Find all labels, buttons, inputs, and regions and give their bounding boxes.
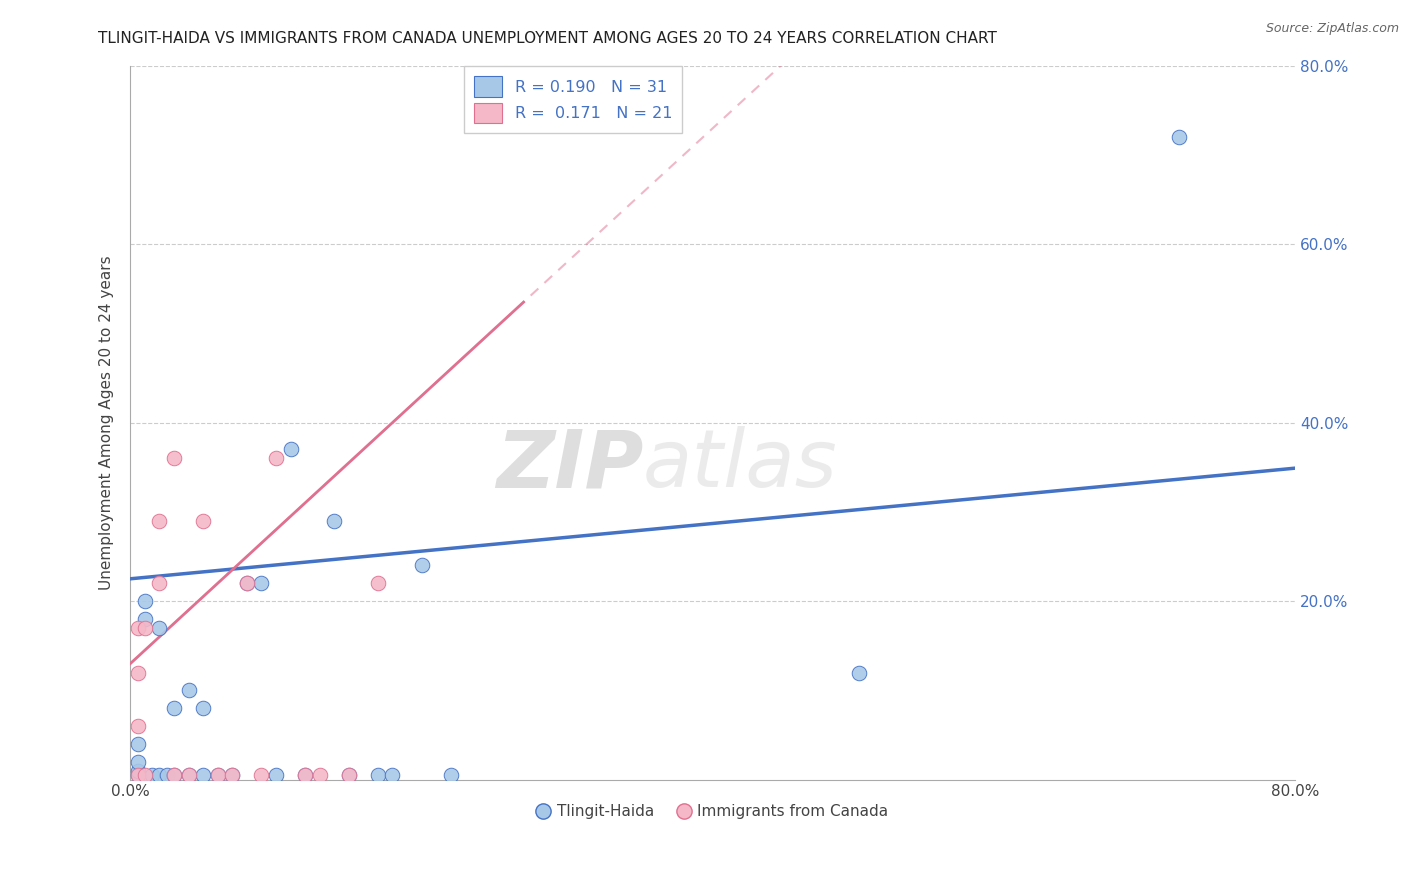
Point (134, 594, 156, 608)
Y-axis label: Unemployment Among Ages 20 to 24 years: Unemployment Among Ages 20 to 24 years (100, 255, 114, 590)
Point (191, 768, 214, 782)
Point (127, 755, 149, 769)
Point (264, 451, 287, 466)
Point (250, 576, 273, 591)
Point (294, 768, 316, 782)
Point (848, 665, 870, 680)
Point (148, 621, 170, 635)
Point (280, 442, 302, 457)
Point (337, 768, 360, 782)
Point (177, 768, 200, 782)
Point (127, 768, 149, 782)
Point (127, 737, 149, 751)
Point (127, 768, 149, 782)
Point (191, 514, 214, 528)
Point (148, 768, 170, 782)
Point (134, 768, 156, 782)
Text: atlas: atlas (643, 426, 838, 505)
Point (207, 768, 229, 782)
Point (163, 451, 186, 466)
Point (191, 701, 214, 715)
Text: ZIP: ZIP (495, 426, 643, 505)
Point (177, 683, 200, 698)
Point (177, 768, 200, 782)
Point (163, 768, 186, 782)
Point (127, 665, 149, 680)
Point (367, 576, 389, 591)
Point (148, 514, 170, 528)
Point (236, 576, 259, 591)
Point (221, 768, 243, 782)
Point (1168, 130, 1191, 145)
Point (127, 764, 149, 778)
Point (134, 621, 156, 635)
Point (264, 768, 287, 782)
Point (236, 576, 259, 591)
Point (250, 768, 273, 782)
Point (411, 558, 433, 573)
Point (127, 719, 149, 733)
Point (308, 768, 330, 782)
Legend: Tlingit-Haida, Immigrants from Canada: Tlingit-Haida, Immigrants from Canada (531, 798, 894, 825)
Point (163, 701, 186, 715)
Point (337, 768, 360, 782)
Point (207, 768, 229, 782)
Point (440, 768, 463, 782)
Point (134, 612, 156, 626)
Text: Source: ZipAtlas.com: Source: ZipAtlas.com (1265, 22, 1399, 36)
Point (367, 768, 389, 782)
Point (141, 768, 163, 782)
Point (148, 576, 170, 591)
Point (156, 768, 179, 782)
Point (163, 768, 186, 782)
Point (127, 621, 149, 635)
Point (294, 768, 316, 782)
Point (323, 514, 346, 528)
Point (221, 768, 243, 782)
Text: TLINGIT-HAIDA VS IMMIGRANTS FROM CANADA UNEMPLOYMENT AMONG AGES 20 TO 24 YEARS C: TLINGIT-HAIDA VS IMMIGRANTS FROM CANADA … (98, 31, 997, 46)
Point (381, 768, 404, 782)
